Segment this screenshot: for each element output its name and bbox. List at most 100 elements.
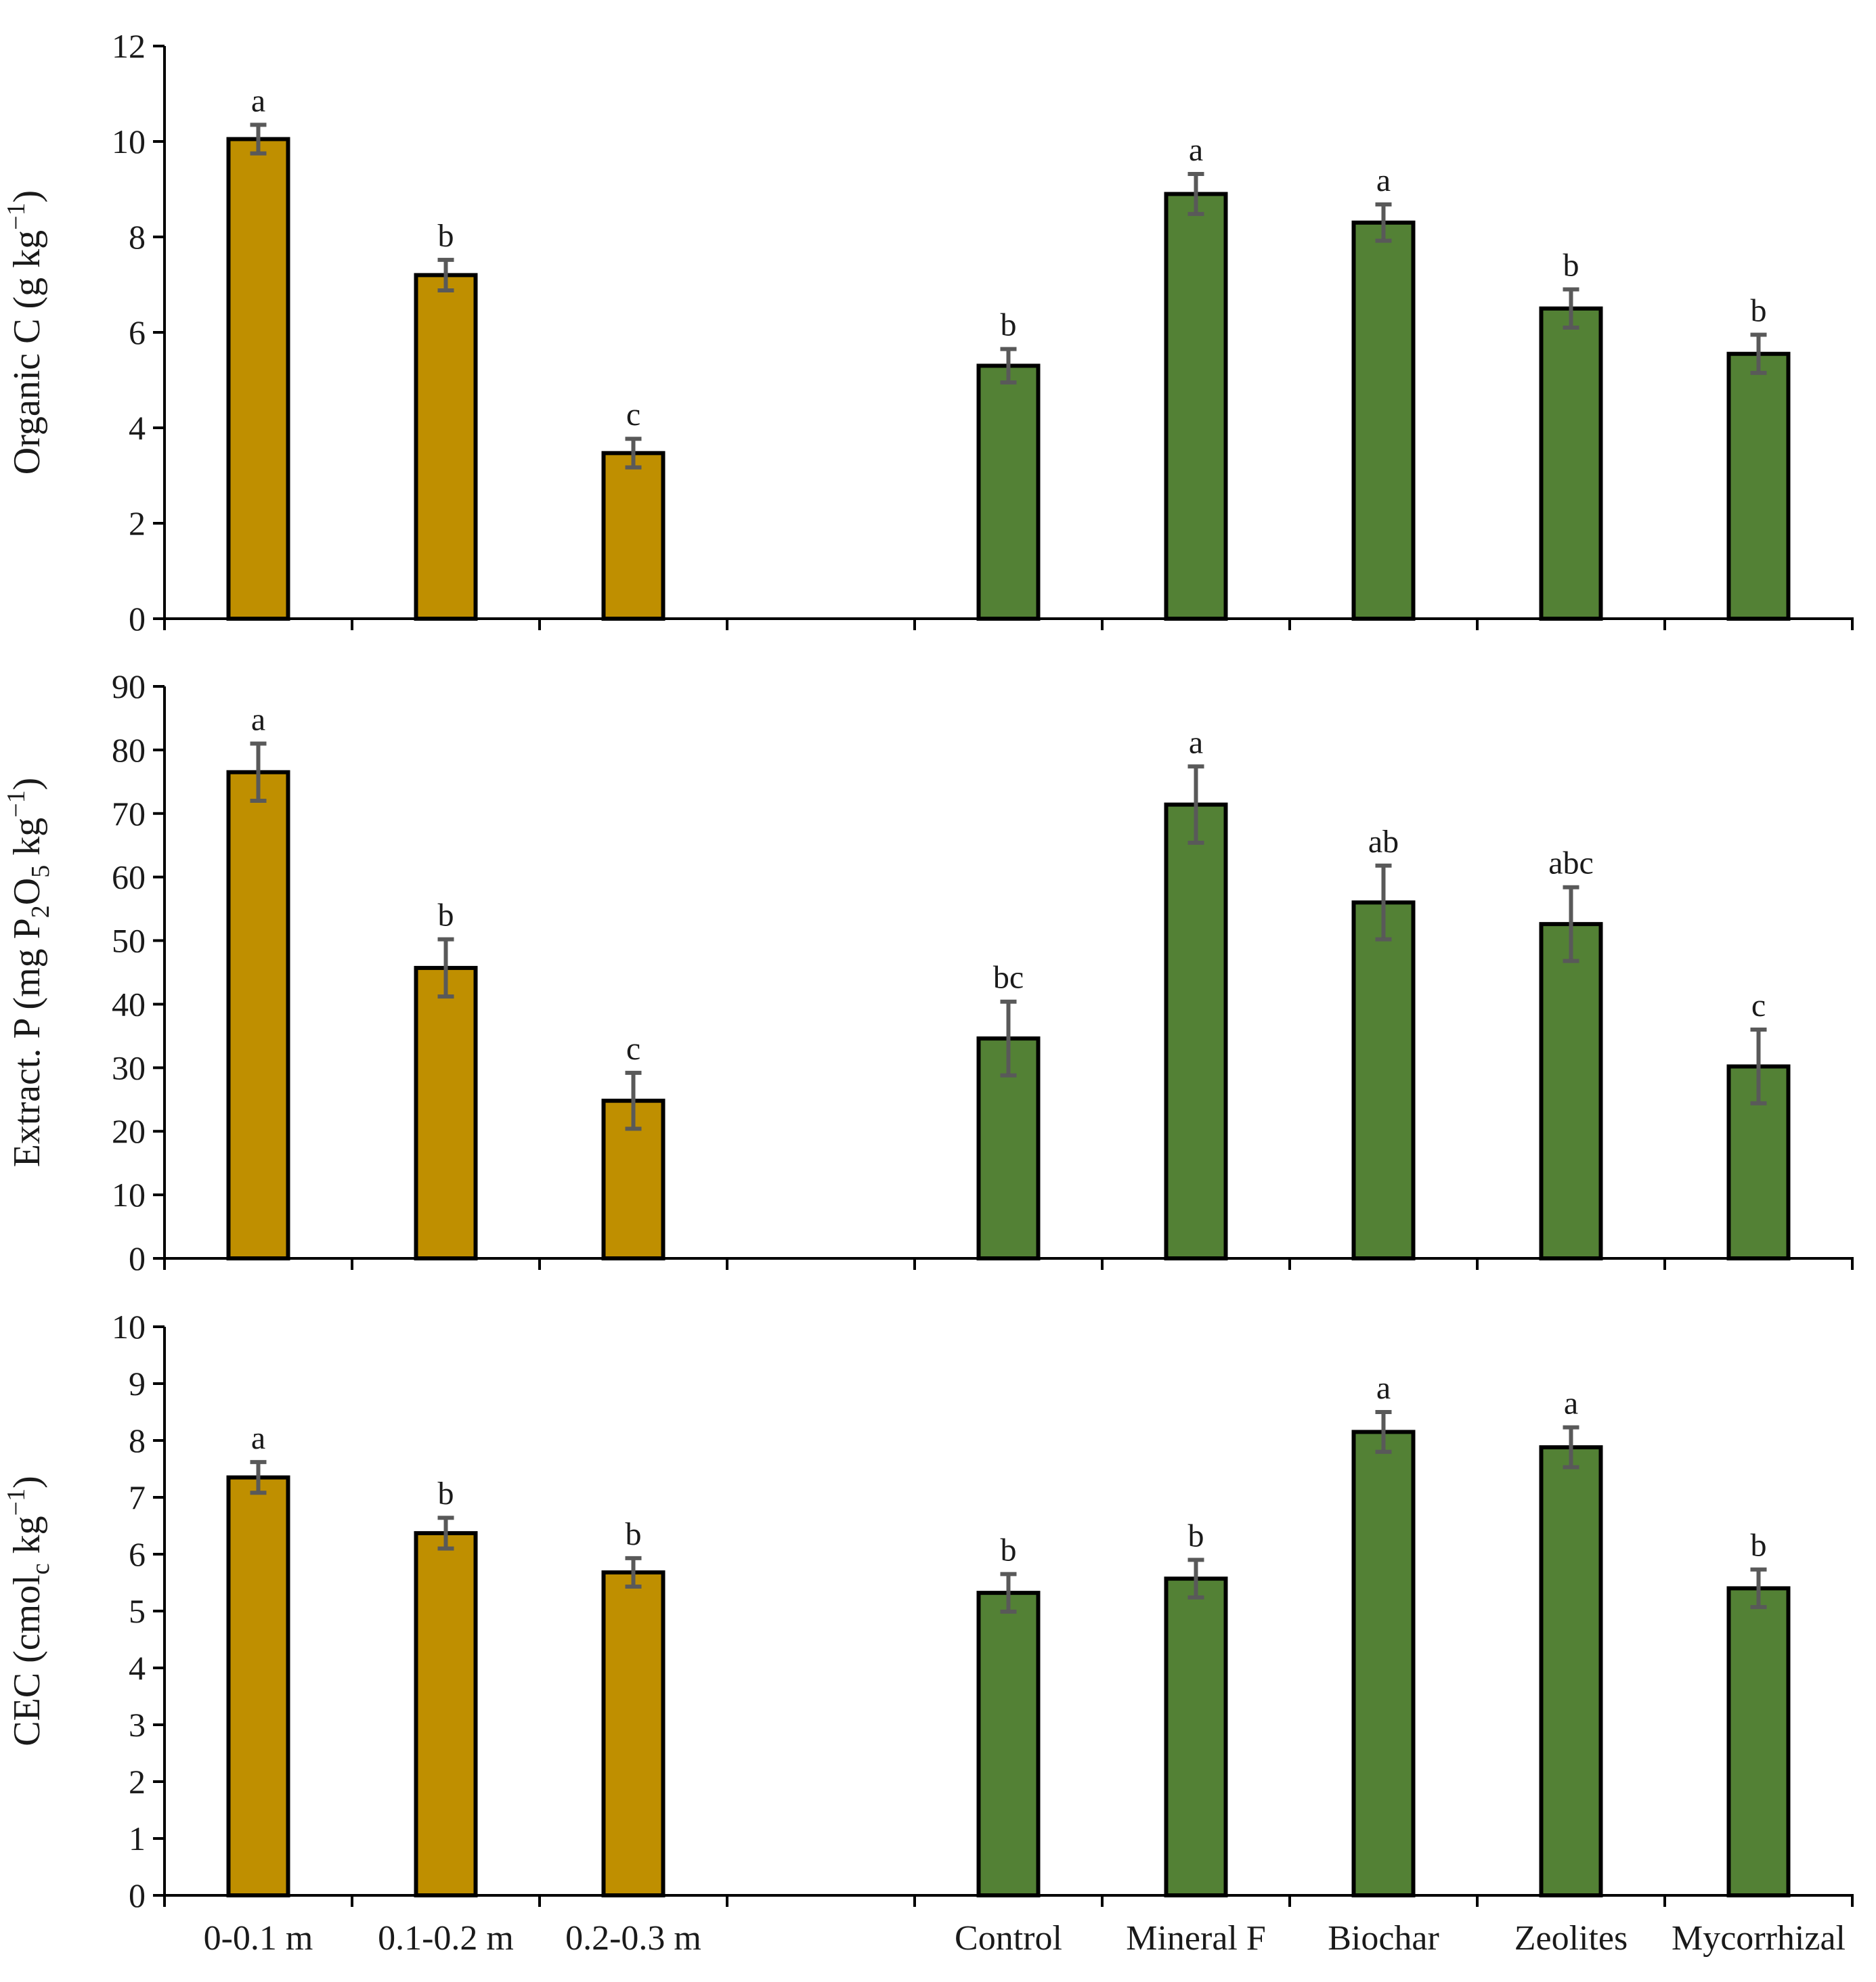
extractable-phosphorus-bar-0 xyxy=(226,770,290,1260)
cec-error-bar-7 xyxy=(1563,1425,1579,1470)
extractable-phosphorus-y-tick-label: 90 xyxy=(112,667,146,705)
cec-y-axis-title: CEC (cmolc kg−1) xyxy=(2,1476,55,1746)
cec-bar-8 xyxy=(1726,1586,1791,1897)
x-category-label-3: Control xyxy=(955,1919,1062,1958)
organic-carbon-error-bar-6 xyxy=(1375,202,1392,243)
y-axis-title-part: ) xyxy=(6,1476,48,1489)
organic-carbon-bar-4 xyxy=(976,364,1041,621)
extractable-phosphorus-significance-label-1: b xyxy=(438,898,454,933)
x-category-label-1: 0.1-0.2 m xyxy=(378,1919,514,1958)
y-axis-title-part: CEC (cmol xyxy=(6,1574,48,1746)
cec-y-tick-label: 2 xyxy=(129,1763,146,1801)
organic-carbon-y-tick-label: 4 xyxy=(129,409,146,447)
organic-carbon-error-bar-1 xyxy=(437,257,454,292)
extractable-phosphorus-significance-label-6: ab xyxy=(1368,824,1399,860)
x-category-label-2: 0.2-0.3 m xyxy=(565,1919,701,1958)
cec-significance-label-2: b xyxy=(626,1516,642,1552)
cec-significance-label-1: b xyxy=(438,1476,454,1512)
cec-panel: 0 1 2 3 4 5 6 7 8 9 10 a b b b b a a b CEC (cmolc kg−1) xyxy=(2,1308,1854,1914)
cec-error-bar-0 xyxy=(250,1459,267,1495)
extractable-phosphorus-error-bar-6 xyxy=(1375,863,1392,942)
organic-carbon-error-bar-7 xyxy=(1563,287,1579,330)
organic-carbon-y-tick-label: 6 xyxy=(129,313,146,351)
cec-error-bar-8 xyxy=(1750,1567,1767,1610)
x-axis-category-labels: 0-0.1 m 0.1-0.2 m 0.2-0.3 m Control Mineral … xyxy=(204,1919,1846,1958)
organic-carbon-bar-7 xyxy=(1539,306,1603,621)
extractable-phosphorus-y-tick-label: 10 xyxy=(112,1176,146,1214)
y-axis-title-part: ) xyxy=(6,190,48,203)
organic-carbon-bar-8 xyxy=(1726,351,1791,621)
organic-carbon-bar-5 xyxy=(1164,192,1228,621)
extractable-phosphorus-significance-label-5: a xyxy=(1189,724,1203,760)
cec-y-tick-label: 6 xyxy=(129,1535,146,1573)
cec-significance-label-7: a xyxy=(1564,1386,1578,1422)
x-category-label-4: Mineral F xyxy=(1126,1919,1266,1958)
x-category-label-0: 0-0.1 m xyxy=(204,1919,313,1958)
cec-y-tick-label: 7 xyxy=(129,1478,146,1516)
cec-significance-label-4: b xyxy=(1001,1532,1017,1568)
y-axis-title-part: ) xyxy=(6,778,48,791)
extractable-phosphorus-error-bar-7 xyxy=(1563,885,1579,963)
extractable-phosphorus-panel: 0102030405060708090abcbcaababccExtract. … xyxy=(2,667,1854,1277)
organic-carbon-significance-label-1: b xyxy=(438,218,454,254)
organic-carbon-panel: 0 2 4 6 8 10 12 a b c b a a b b Organic C (g kg−1) xyxy=(2,27,1854,638)
organic-carbon-significance-label-6: a xyxy=(1376,162,1391,198)
organic-carbon-significance-label-5: a xyxy=(1189,132,1203,168)
extractable-phosphorus-significance-label-0: a xyxy=(251,702,265,738)
extractable-phosphorus-y-tick-label: 60 xyxy=(112,858,146,896)
organic-carbon-error-bar-0 xyxy=(250,123,267,156)
organic-carbon-significance-label-2: c xyxy=(626,397,640,433)
cec-bar-7 xyxy=(1539,1445,1603,1898)
cec-y-tick-label: 4 xyxy=(129,1649,146,1687)
cec-y-tick-label: 9 xyxy=(129,1365,146,1403)
cec-significance-label-8: b xyxy=(1751,1528,1767,1564)
organic-carbon-y-tick-label: 10 xyxy=(112,123,146,160)
y-axis-title-part: kg xyxy=(6,818,48,865)
cec-bar-1 xyxy=(414,1530,478,1897)
organic-carbon-y-axis-title: Organic C (g kg−1) xyxy=(2,190,48,475)
cec-bar-0 xyxy=(226,1475,290,1898)
organic-carbon-significance-label-7: b xyxy=(1563,248,1579,284)
extractable-phosphorus-bar-7 xyxy=(1539,922,1603,1260)
cec-bar-6 xyxy=(1351,1430,1416,1897)
extractable-phosphorus-error-bar-8 xyxy=(1750,1028,1767,1105)
extractable-phosphorus-error-bar-1 xyxy=(437,937,454,999)
cec-error-bar-2 xyxy=(625,1556,642,1589)
cec-y-tick-label: 1 xyxy=(129,1820,146,1857)
extractable-phosphorus-significance-label-8: c xyxy=(1751,988,1766,1023)
y-axis-title-part: c xyxy=(26,1563,55,1574)
organic-carbon-error-bar-8 xyxy=(1750,332,1767,375)
cec-y-tick-label: 8 xyxy=(129,1422,146,1459)
extractable-phosphorus-y-tick-label: 70 xyxy=(112,795,146,833)
extractable-phosphorus-significance-label-2: c xyxy=(626,1031,640,1067)
organic-carbon-bar-2 xyxy=(601,451,666,621)
extractable-phosphorus-significance-label-4: bc xyxy=(993,960,1024,996)
y-axis-title-part: Extract. P (mg P xyxy=(6,918,48,1167)
organic-carbon-y-tick-label: 12 xyxy=(112,27,146,65)
cec-error-bar-4 xyxy=(1000,1572,1017,1614)
x-category-label-5: Biochar xyxy=(1328,1919,1439,1958)
organic-carbon-bar-0 xyxy=(226,137,290,621)
extractable-phosphorus-y-axis-title: Extract. P (mg P2O5 kg−1) xyxy=(2,778,55,1168)
cec-error-bar-6 xyxy=(1375,1410,1392,1454)
extractable-phosphorus-y-tick-label: 30 xyxy=(112,1049,146,1086)
y-axis-title-part: −1 xyxy=(2,1489,30,1516)
y-axis-title-part: 5 xyxy=(26,865,55,878)
extractable-phosphorus-y-tick-label: 40 xyxy=(112,985,146,1023)
extractable-phosphorus-y-tick-label: 20 xyxy=(112,1112,146,1150)
organic-carbon-error-bar-4 xyxy=(1000,347,1017,385)
extractable-phosphorus-error-bar-5 xyxy=(1187,764,1204,845)
extractable-phosphorus-y-tick-label: 50 xyxy=(112,922,146,960)
organic-carbon-bar-6 xyxy=(1351,220,1416,621)
organic-carbon-significance-label-4: b xyxy=(1001,307,1017,343)
cec-significance-label-6: a xyxy=(1376,1370,1391,1406)
y-axis-title-part: −1 xyxy=(2,202,30,229)
y-axis-title-part: −1 xyxy=(2,790,30,817)
extractable-phosphorus-bar-1 xyxy=(414,965,478,1260)
cec-bar-2 xyxy=(601,1570,666,1897)
cec-y-tick-label: 5 xyxy=(129,1592,146,1630)
cec-error-bar-5 xyxy=(1187,1558,1204,1600)
cec-bar-4 xyxy=(976,1591,1041,1898)
extractable-phosphorus-significance-label-7: abc xyxy=(1548,845,1594,881)
